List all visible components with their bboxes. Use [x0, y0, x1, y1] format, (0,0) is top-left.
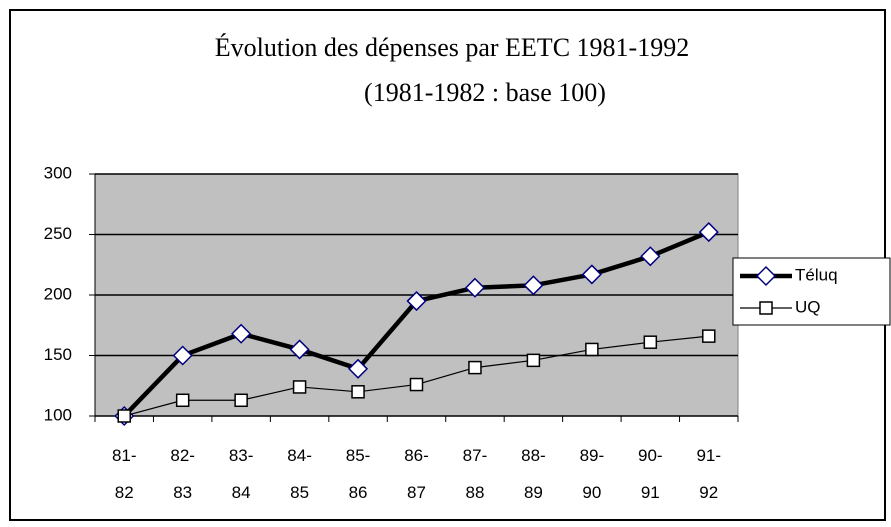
data-point: [526, 353, 541, 368]
legend-marker: [755, 265, 777, 287]
x-tick-label: 82-83: [170, 446, 195, 502]
data-point: [702, 329, 716, 343]
x-tick-label: 81-82: [112, 446, 137, 502]
y-tick-label: 150: [44, 345, 72, 364]
legend-box: [732, 257, 891, 326]
y-tick-label: 300: [44, 163, 72, 182]
data-point: [289, 339, 310, 360]
data-point: [347, 358, 369, 379]
x-tick-label: 84-85: [287, 446, 312, 502]
data-point: [698, 222, 719, 243]
data-point: [351, 385, 365, 399]
chart-title: Évolution des dépenses par EETC 1981-199…: [215, 33, 689, 62]
y-tick-label: 100: [44, 405, 72, 424]
data-point: [523, 275, 544, 296]
y-tick-label: 250: [44, 224, 72, 243]
data-point: [643, 335, 658, 349]
data-point: [231, 323, 252, 344]
chart-subtitle: (1981-1982 : base 100): [364, 78, 606, 107]
y-tick-label: 200: [44, 284, 72, 303]
x-tick-label: 87-88: [463, 446, 488, 502]
data-point: [468, 360, 482, 375]
x-tick-label: 88-89: [521, 446, 546, 502]
data-point: [409, 377, 424, 392]
data-point: [117, 409, 131, 423]
x-tick-label: 85-86: [346, 446, 371, 502]
data-point: [234, 393, 248, 408]
x-tick-label: 86-87: [404, 446, 429, 502]
data-point: [581, 264, 602, 285]
data-point: [640, 246, 661, 267]
data-point: [175, 393, 190, 408]
legend-label: UQ: [795, 297, 821, 316]
x-tick-label: 89-90: [580, 446, 605, 502]
legend-marker: [759, 301, 773, 315]
data-point: [464, 277, 486, 298]
legend-label: Téluq: [795, 265, 838, 284]
x-tick-label: 91-92: [696, 446, 721, 502]
x-tick-label: 90-91: [638, 446, 663, 502]
data-point: [292, 380, 307, 394]
data-point: [172, 345, 193, 366]
x-tick-label: 83-84: [229, 446, 254, 502]
data-point: [406, 290, 427, 312]
data-point: [585, 342, 599, 357]
